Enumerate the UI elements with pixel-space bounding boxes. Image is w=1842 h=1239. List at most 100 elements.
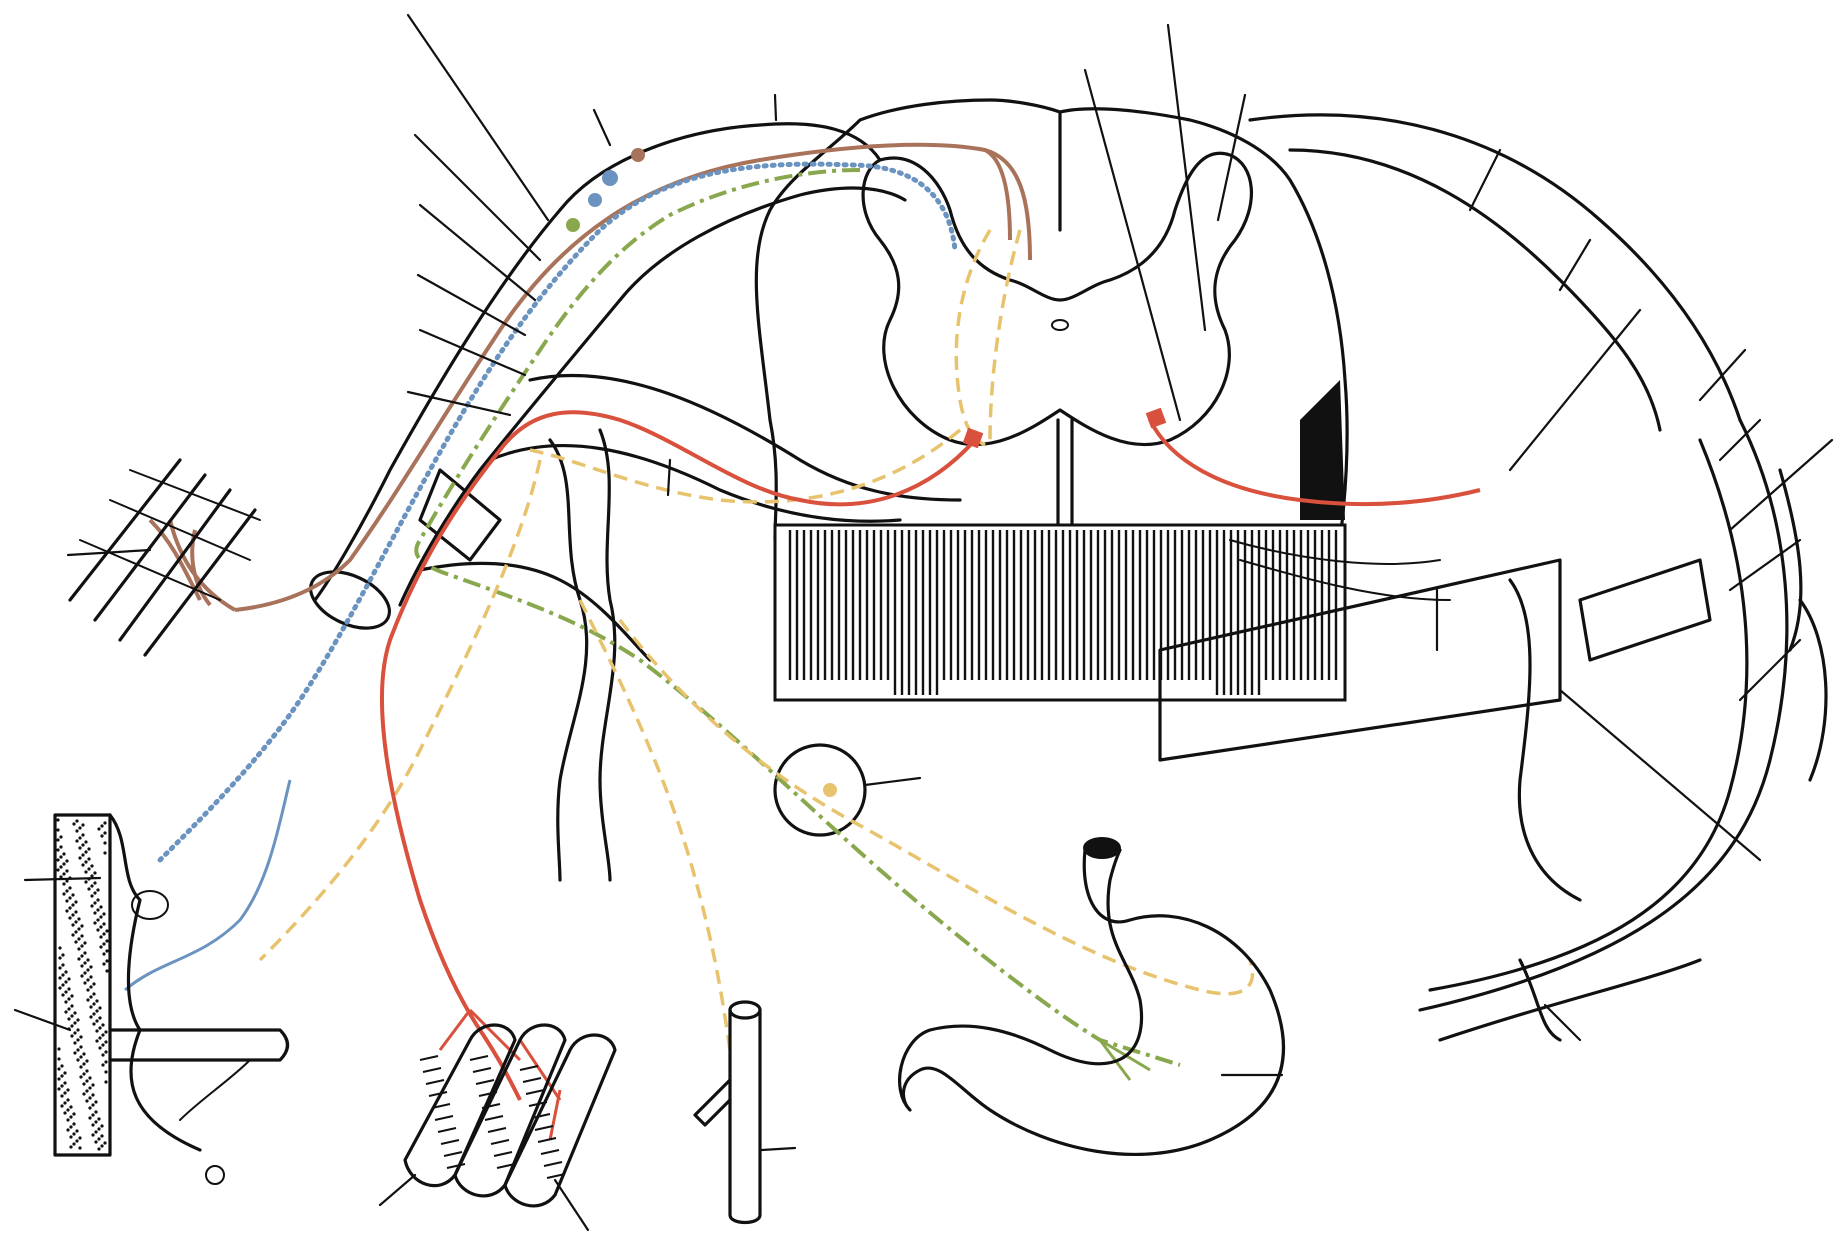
preganglionic-fiber — [414, 168, 1181, 1067]
stipple-dot — [98, 1026, 102, 1030]
skin-section — [53, 813, 290, 1185]
stipple-dot — [91, 1133, 95, 1137]
dorsal-root-outline — [558, 122, 907, 302]
stipple-dot — [56, 848, 60, 852]
stipple-dot — [82, 1082, 86, 1086]
postganglionic-fiber-1 — [954, 229, 992, 447]
stipple-dot — [75, 819, 79, 823]
stipple-dot — [87, 857, 91, 861]
stipple-dot — [96, 928, 100, 932]
leader-7 — [592, 108, 612, 147]
stomach-outline — [898, 848, 1285, 1156]
stipple-dot — [86, 978, 90, 982]
stipple-dot — [104, 1060, 108, 1064]
stipple-dot — [78, 1146, 82, 1150]
stipple-dot — [74, 900, 78, 904]
stipple-dot — [93, 891, 97, 895]
stipple-dot — [102, 932, 106, 936]
stipple-dot — [75, 1129, 79, 1133]
stipple-dot — [71, 903, 75, 907]
stipple-dot — [90, 864, 94, 868]
stipple-dot — [84, 880, 88, 884]
stipple-dot — [65, 909, 69, 913]
stipple-dot — [62, 872, 66, 876]
stipple-dot — [67, 1007, 71, 1011]
stipple-dot — [73, 1021, 77, 1025]
leader-12 — [1468, 148, 1502, 212]
striation — [528, 1101, 548, 1107]
striation — [440, 1139, 460, 1145]
stipple-dot — [104, 1050, 108, 1054]
stipple-dot — [70, 1024, 74, 1028]
stipple-dot — [97, 1117, 101, 1121]
stipple-dot — [65, 869, 69, 873]
stipple-dot — [75, 829, 79, 833]
muscle-fiber-2 — [453, 1023, 567, 1198]
stipple-dot — [99, 935, 103, 939]
stipple-dot — [66, 1088, 70, 1092]
stipple-dot — [85, 1079, 89, 1083]
stipple-dot — [56, 828, 60, 832]
stipple-dot — [85, 1089, 89, 1093]
rib-arc-2 — [1798, 598, 1828, 782]
stipple-dot — [85, 1059, 89, 1063]
arrector-pili — [179, 1059, 251, 1121]
stipple-dot — [89, 1005, 93, 1009]
leader-21 — [1543, 1003, 1582, 1042]
stipple-dot — [92, 1022, 96, 1026]
stipple-dot — [89, 965, 93, 969]
stipple-dot — [105, 959, 109, 963]
stipple-dot — [88, 1076, 92, 1080]
sweat-gland — [131, 890, 169, 920]
stipple-dot — [56, 868, 60, 872]
trunk-right-edge — [398, 298, 622, 607]
stipple-dot — [88, 1086, 92, 1090]
postganglionic-fiber-4 — [258, 459, 542, 962]
striation — [478, 1091, 498, 1097]
striation — [484, 1115, 504, 1121]
ventral-median-fissure — [1056, 418, 1074, 542]
central-canal — [1051, 319, 1069, 331]
spinal-nerve-stub — [1578, 558, 1712, 662]
stipple-dot — [73, 1031, 77, 1035]
cross-lines — [79, 469, 261, 601]
stipple-dot — [84, 870, 88, 874]
lower-arch — [1438, 958, 1702, 1042]
stipple-dot — [64, 1010, 68, 1014]
stipple-dot — [105, 939, 109, 943]
stipple-dot — [80, 924, 84, 928]
leader-17 — [1728, 438, 1834, 532]
stipple-dot — [90, 874, 94, 878]
leader-26 — [23, 876, 102, 882]
leader-18 — [1728, 538, 1802, 592]
stipple-dot — [98, 1036, 102, 1040]
striation — [519, 1065, 539, 1071]
stipple-dot — [81, 823, 85, 827]
leader-30 — [760, 1146, 797, 1152]
stipple-dot — [74, 920, 78, 924]
visceral-afferent-skin — [124, 779, 292, 992]
stipple-dot — [89, 995, 93, 999]
stipple-dot — [91, 1083, 95, 1087]
stipple-dot — [77, 957, 81, 961]
stipple-dot — [99, 915, 103, 919]
stipple-dot — [57, 1047, 61, 1051]
striation — [490, 1139, 510, 1145]
striation — [475, 1079, 495, 1085]
stipple-dot — [93, 921, 97, 925]
stipple-dot — [90, 904, 94, 908]
skeletal-muscle — [403, 1023, 617, 1208]
trunk-left-edge — [313, 208, 562, 602]
stipple-dot — [81, 863, 85, 867]
stipple-dot — [63, 1081, 67, 1085]
stipple-dot — [65, 879, 69, 883]
stipple-dot — [79, 1035, 83, 1039]
stipple-dot — [78, 836, 82, 840]
stipple-dot — [77, 947, 81, 951]
stipple-dot — [91, 1093, 95, 1097]
stipple-dot — [89, 975, 93, 979]
stipple-dot — [74, 910, 78, 914]
stipple-dot — [70, 994, 74, 998]
stipple-dot — [83, 951, 87, 955]
stipple-dot — [82, 1062, 86, 1066]
